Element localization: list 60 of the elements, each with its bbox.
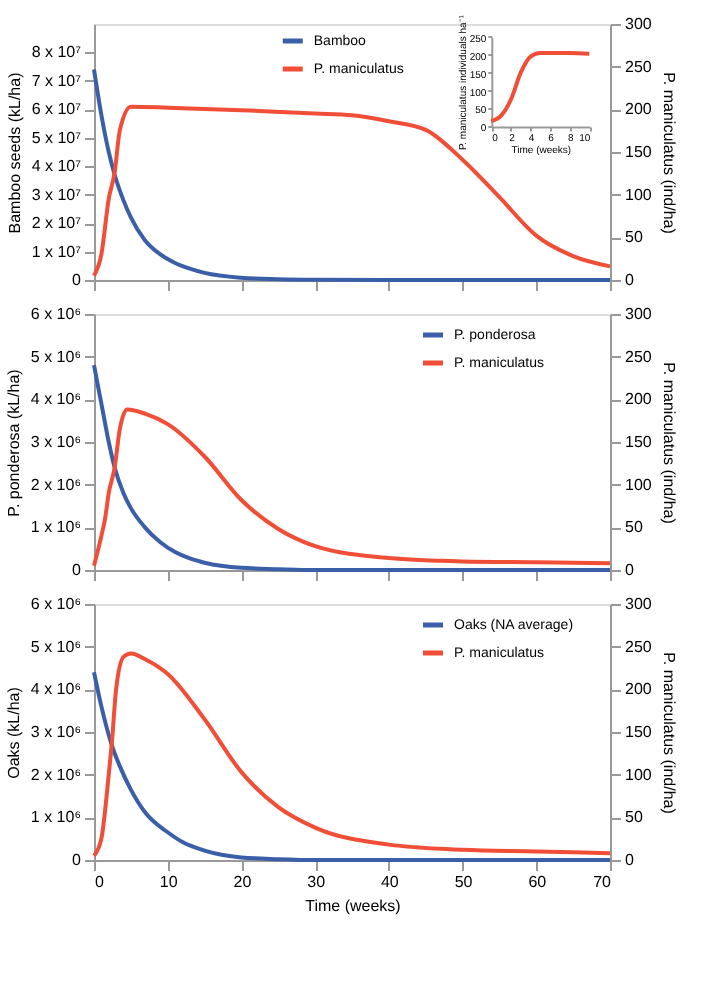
y2-axis-title: P. maniculatus (ind/ha) [659, 362, 678, 525]
y-tick-label: 6 x 10⁶ [30, 595, 81, 613]
y2-tick-label: 100 [625, 765, 653, 784]
y-tick-label: 4 x 10⁶ [30, 390, 81, 409]
y-tick-label: 7 x 10⁷ [31, 71, 82, 90]
y2-tick-label: 100 [625, 475, 653, 494]
x-tick-label: 60 [528, 873, 548, 891]
y2-tick-label: 300 [625, 15, 653, 33]
x-tick-label: 10 [159, 873, 179, 891]
y2-tick-label: 200 [625, 390, 653, 409]
y-tick-label: 5 x 10⁶ [30, 637, 81, 656]
x-tick-label: 50 [454, 873, 474, 891]
y2-tick-label: 250 [625, 347, 653, 366]
y-tick-label: 3 x 10⁶ [30, 433, 81, 451]
y-tick-label: 6 x 10⁷ [31, 100, 82, 119]
y-tick-label: 3 x 10⁶ [30, 723, 81, 741]
y2-tick-label: 100 [625, 185, 653, 204]
y2-tick-label: 250 [625, 637, 653, 656]
y-tick-label: 1 x 10⁶ [30, 808, 81, 827]
y-tick-label: 4 x 10⁶ [30, 680, 81, 699]
y-axis-title: P. ponderosa (kL/ha) [4, 368, 23, 517]
y2-tick-label: 250 [625, 57, 653, 76]
y2-tick-label: 0 [625, 851, 635, 869]
y-tick-label: 6 x 10⁶ [30, 305, 81, 323]
y-tick-label: 4 x 10⁷ [31, 157, 82, 176]
line-series [489, 50, 592, 124]
x-tick-label: 40 [380, 873, 400, 891]
y2-tick-label: 0 [625, 561, 635, 579]
y2-tick-label: 200 [625, 100, 653, 119]
y-tick-label: 0 [72, 271, 83, 289]
y2-tick-label: 50 [625, 518, 644, 537]
y2-tick-label: 0 [625, 271, 635, 289]
y2-tick-label: 50 [625, 808, 644, 827]
y2-axis-title: P. maniculatus (ind/ha) [659, 72, 678, 235]
y-tick-label: 8 x 10⁷ [31, 43, 82, 62]
y-tick-label: 5 x 10⁶ [30, 347, 81, 366]
y2-tick-label: 50 [625, 228, 644, 247]
x-axis-title: Time (weeks) [305, 897, 402, 915]
y-axis-title: Bamboo seeds (kL/ha) [5, 71, 24, 234]
y-tick-label: 0 [72, 561, 83, 579]
y-tick-label: 1 x 10⁶ [30, 518, 81, 537]
y2-tick-label: 150 [625, 433, 653, 451]
y-tick-label: 5 x 10⁷ [31, 128, 82, 147]
y2-tick-label: 200 [625, 680, 653, 699]
x-tick-label: 30 [307, 873, 327, 891]
x-tick-label: 70 [593, 873, 613, 891]
x-tick-label: 20 [233, 873, 253, 891]
y-tick-label: 0 [72, 851, 83, 869]
y-tick-label: 2 x 10⁶ [30, 475, 81, 494]
y-tick-label: 2 x 10⁶ [30, 765, 81, 784]
y2-tick-label: 300 [625, 595, 653, 613]
y2-tick-label: 150 [625, 723, 653, 741]
y2-axis-title: P. maniculatus (ind/ha) [659, 652, 678, 815]
y-tick-label: 1 x 10⁷ [31, 242, 82, 261]
y-axis-title: Oaks (kL/ha) [4, 686, 23, 779]
y-tick-label: 2 x 10⁷ [31, 214, 82, 233]
x-tick-label: 0 [95, 873, 105, 891]
y2-tick-label: 150 [625, 143, 653, 161]
y2-tick-label: 300 [625, 305, 653, 323]
y-tick-label: 3 x 10⁷ [31, 185, 82, 204]
